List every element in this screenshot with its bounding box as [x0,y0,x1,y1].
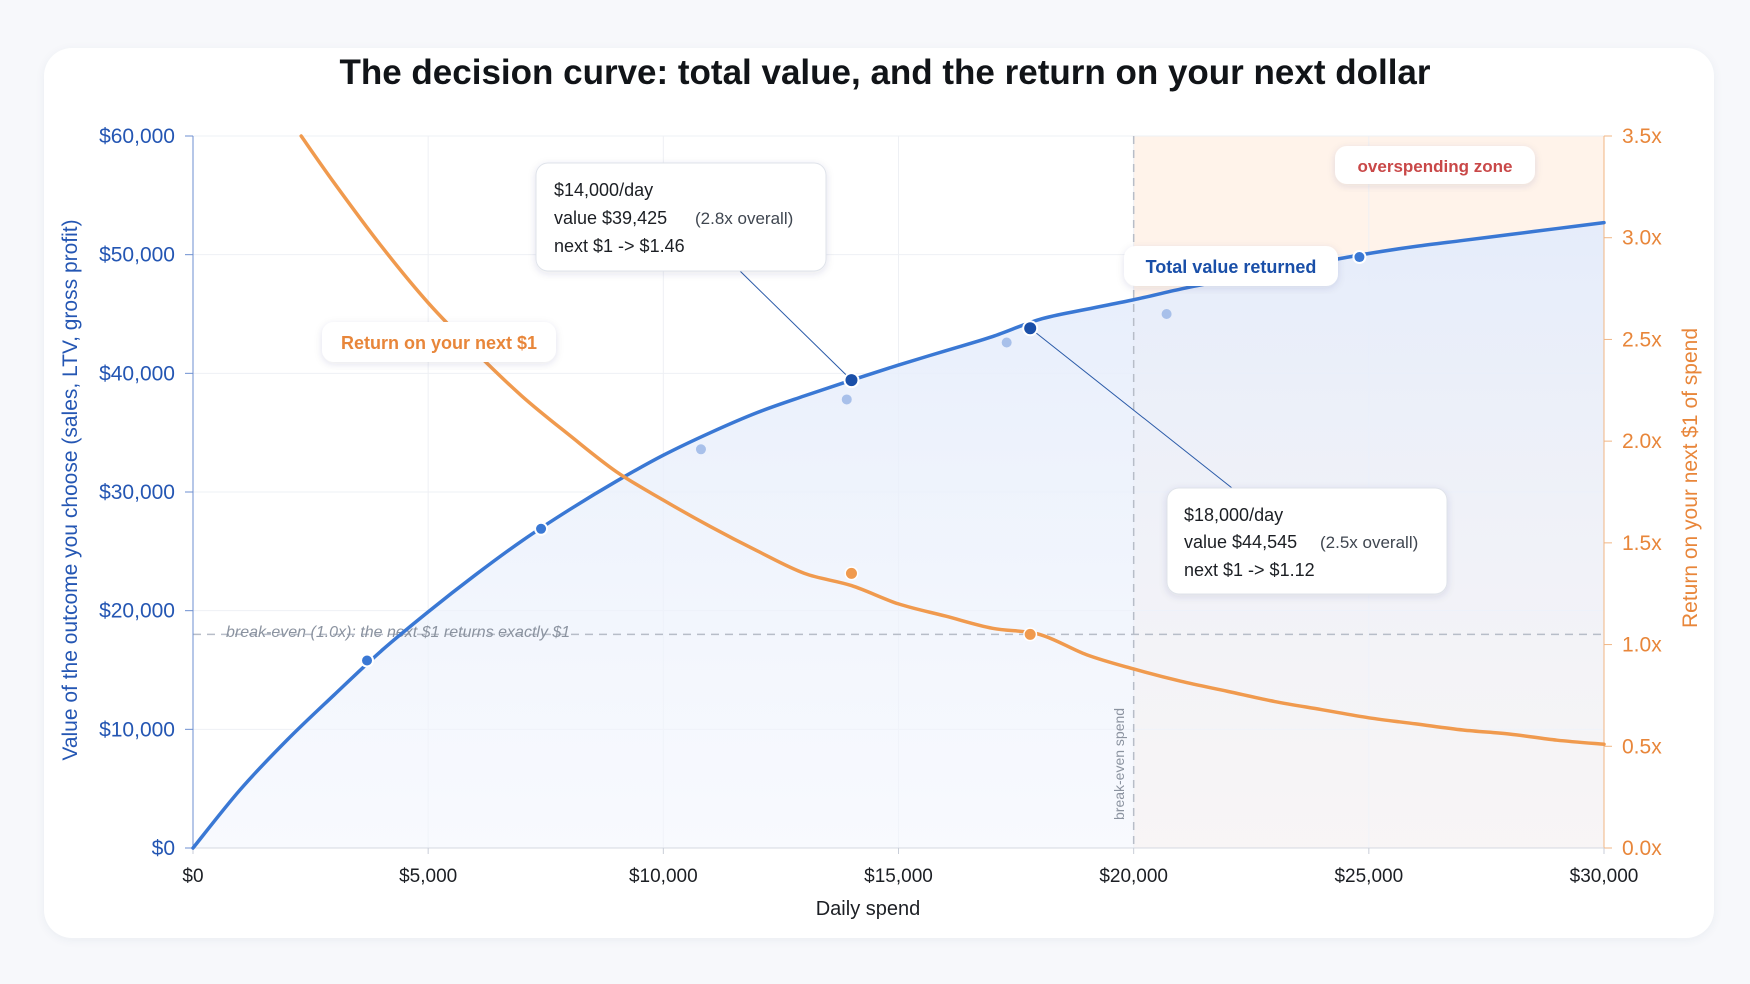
x-axis-label: Daily spend [816,898,921,920]
left-tick-label: $60,000 [99,125,175,148]
x-tick-label: $25,000 [1334,866,1403,887]
right-axis-label: Return on your next $1 of spend [1679,328,1702,628]
leader-line-14000 [739,270,852,381]
left-tick-label: $20,000 [99,600,175,623]
left-tick-label: $30,000 [99,481,175,504]
x-tick-label: $15,000 [864,866,933,887]
tooltip-14000-overall: (2.8x overall) [695,209,793,228]
right-ticks: 0.0x 0.5x 1.0x 1.5x 2.0x 2.5x 3.0x 3.5x [1604,125,1662,860]
left-ticks: $0 $10,000 $20,000 $30,000 $40,000 $50,000 $60… [99,125,193,860]
breakeven-spend-note: break-even spend [1111,708,1127,820]
left-tick-label: $50,000 [99,244,175,267]
return-point [1024,628,1036,640]
right-tick-label: 3.0x [1622,227,1662,250]
tooltip-18000-next: next $1 -> $1.12 [1184,560,1315,580]
right-tick-label: 3.5x [1622,125,1662,148]
x-tick-label: $20,000 [1099,866,1168,887]
chart-title: The decision curve: total value, and the… [339,53,1430,92]
faded-point [1161,309,1172,319]
right-tick-label: 0.5x [1622,735,1662,758]
left-tick-label: $10,000 [99,718,175,741]
x-tick-label: $5,000 [399,866,457,887]
tooltip-14000-spend: $14,000/day [554,180,653,200]
faded-point [1001,337,1012,348]
return-series-label: Return on your next $1 [322,322,556,362]
data-markers [360,250,1367,668]
faded-point [695,444,706,455]
left-axis-label: Value of the outcome you choose (sales, … [59,219,82,760]
value-point [536,523,547,534]
tooltip-14000: $14,000/day value $39,425 (2.8x overall)… [535,162,827,272]
value-series-label-text: Total value returned [1146,257,1317,277]
series-line-total-value [191,220,1606,850]
tooltip-18000-value: value $44,545 [1184,532,1297,552]
value-point [1354,252,1365,263]
overspending-label-text: overspending zone [1358,157,1513,176]
left-tick-label: $40,000 [99,362,175,385]
return-point [845,567,857,579]
faded-point [841,394,852,405]
tooltip-18000-overall: (2.5x overall) [1320,533,1418,552]
x-ticks: $0 $5,000 $10,000 $15,000 $20,000 $25,000 $30,… [182,848,1638,887]
value-series-label: Total value returned [1124,246,1338,286]
x-tick-label: $10,000 [629,866,698,887]
leader-line-18000 [1029,327,1233,489]
value-point [362,655,373,666]
right-tick-label: 2.0x [1622,430,1662,453]
tooltip-14000-value: value $39,425 [554,208,667,228]
overspending-label: overspending zone [1335,146,1535,184]
value-area-fill [193,222,1604,849]
tooltip-14000-next: next $1 -> $1.46 [554,236,685,256]
value-point [845,374,858,387]
breakeven-line-note: break-even (1.0x): the next $1 returns e… [226,624,570,641]
series-line-return-next-dollar [299,134,1606,747]
value-point [1024,322,1037,335]
left-tick-label: $0 [152,837,175,860]
tooltip-leaders [739,270,1233,489]
tooltip-18000: $18,000/day value $44,545 (2.5x overall)… [1166,487,1448,595]
return-series-label-text: Return on your next $1 [341,333,537,353]
right-tick-label: 1.5x [1622,532,1662,555]
right-tick-label: 0.0x [1622,837,1662,860]
right-tick-label: 2.5x [1622,328,1662,351]
x-tick-label: $0 [182,866,203,887]
right-tick-label: 1.0x [1622,634,1662,657]
tooltip-18000-spend: $18,000/day [1184,505,1283,525]
x-tick-label: $30,000 [1570,866,1639,887]
